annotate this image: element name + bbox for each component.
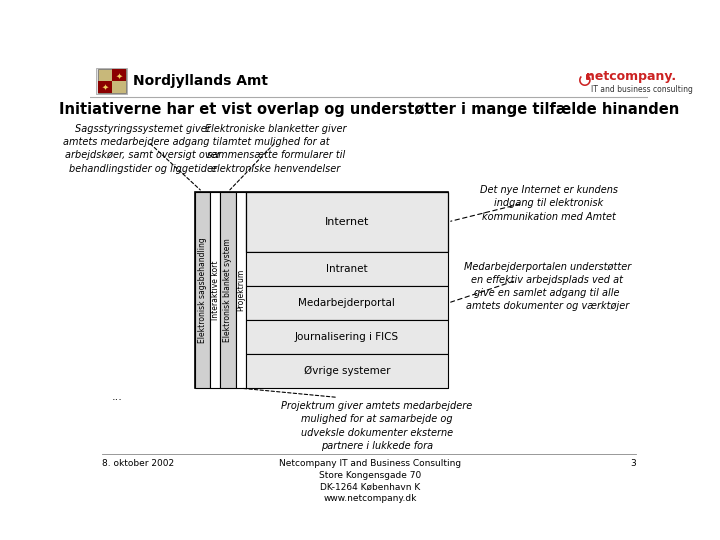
Text: Elektronisk sagsbehandling: Elektronisk sagsbehandling [198, 237, 207, 343]
Bar [96, 68, 127, 94]
Text: 3: 3 [631, 459, 636, 468]
Bar [246, 320, 448, 354]
Bar [235, 192, 246, 388]
Text: Internet: Internet [325, 217, 369, 227]
Bar [220, 192, 235, 388]
Bar [246, 192, 448, 252]
Bar [246, 252, 448, 286]
Bar [98, 81, 112, 92]
Text: Projektrum giver amtets medarbejdere
mulighed for at samarbejde og
udveksle doku: Projektrum giver amtets medarbejdere mul… [281, 401, 472, 451]
Text: Netcompany IT and Business Consulting
Store Kongensgade 70
DK-1264 København K
w: Netcompany IT and Business Consulting St… [279, 459, 462, 503]
Text: Initiativerne har et vist overlap og understøtter i mange tilfælde hinanden: Initiativerne har et vist overlap og und… [59, 102, 679, 117]
Text: Projektrum: Projektrum [236, 269, 246, 311]
Text: Medarbejderportalen understøtter
en effektiv arbejdsplads ved at
give en samlet : Medarbejderportalen understøtter en effe… [464, 262, 631, 312]
Text: Nordjyllands Amt: Nordjyllands Amt [133, 74, 269, 88]
Bar [246, 354, 448, 388]
Text: Det nye Internet er kundens
indgang til elektronisk
kommunikation med Amtet: Det nye Internet er kundens indgang til … [480, 185, 618, 221]
Text: Elektroniske blanketter giver
amtet mulighed for at
sammensætte formularer til
e: Elektroniske blanketter giver amtet muli… [205, 124, 347, 174]
Text: Intranet: Intranet [326, 264, 368, 274]
Bar [194, 192, 210, 388]
Bar [210, 192, 220, 388]
Text: Øvrige systemer: Øvrige systemer [304, 366, 390, 376]
Bar [246, 286, 448, 320]
Text: Elektronisk blanket system: Elektronisk blanket system [223, 238, 233, 342]
Text: ✦: ✦ [115, 71, 122, 80]
Text: Interaktive kort: Interaktive kort [211, 260, 220, 320]
Text: 8. oktober 2002: 8. oktober 2002 [102, 459, 174, 468]
Text: ↺: ↺ [577, 72, 593, 91]
Bar [194, 192, 448, 388]
Bar [112, 70, 126, 81]
Text: Sagsstyringssystemet giver
amtets medarbejdere adgang til
arbejdskøer, samt over: Sagsstyringssystemet giver amtets medarb… [63, 124, 222, 174]
Text: netcompany.: netcompany. [586, 70, 676, 83]
Bar [90, 65, 648, 97]
Text: IT and business consulting: IT and business consulting [591, 85, 693, 94]
Bar [98, 70, 126, 92]
Text: Journalisering i FICS: Journalisering i FICS [295, 332, 399, 342]
Text: ✦: ✦ [102, 83, 108, 92]
Text: ...: ... [112, 393, 122, 402]
Text: Medarbejderportal: Medarbejderportal [299, 298, 395, 308]
